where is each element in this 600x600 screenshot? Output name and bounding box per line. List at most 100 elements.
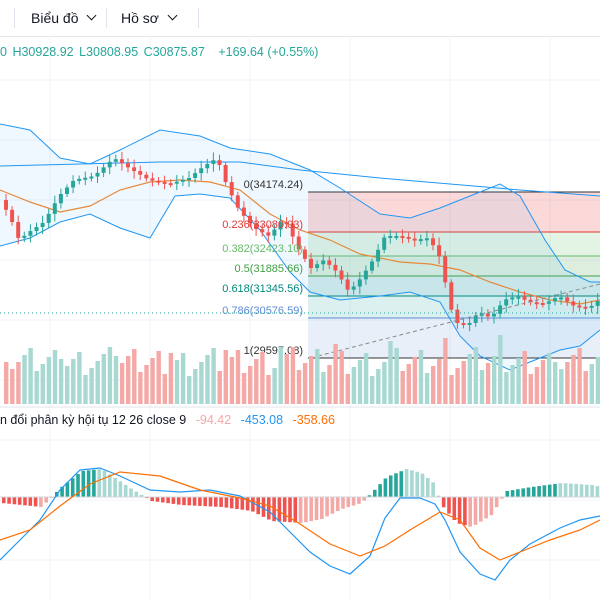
macd-histogram-bar xyxy=(542,485,547,497)
price-chart-area[interactable]: 0(34174.24) 0.236(33080.03) 0.382(32423.10… xyxy=(0,36,600,600)
volume-bar xyxy=(595,357,600,404)
candle-body xyxy=(321,260,326,265)
profile-menu-button[interactable]: Hồ sơ xyxy=(121,6,178,30)
volume-bar xyxy=(363,353,369,404)
macd-histogram-bar xyxy=(489,497,494,516)
volume-bar xyxy=(217,371,222,404)
volume-bar xyxy=(492,356,497,404)
candle-body xyxy=(162,181,167,184)
volume-bar xyxy=(138,372,143,404)
macd-histogram-bar xyxy=(298,497,303,523)
chart-menu-label: Biểu đồ xyxy=(31,10,79,26)
volume-bar xyxy=(16,362,21,404)
candle-body xyxy=(205,163,210,169)
volume-bar xyxy=(187,376,192,404)
macd-histogram-bar xyxy=(240,497,245,510)
volume-bar xyxy=(302,363,308,404)
macd-histogram-bar xyxy=(166,497,170,504)
macd-histogram-bar xyxy=(394,473,398,497)
candle-body xyxy=(144,174,149,179)
macd-histogram-bar xyxy=(330,497,335,514)
volume-bar xyxy=(40,364,45,404)
volume-bar xyxy=(22,355,27,404)
ohlc-change: +169.64 (+0.55%) xyxy=(218,45,319,59)
macd-histogram-bar xyxy=(473,497,478,525)
candle-body xyxy=(467,322,472,325)
volume-bar xyxy=(10,369,15,404)
candle-body xyxy=(315,264,320,268)
toolbar-divider xyxy=(106,8,107,28)
macd-histogram-bar xyxy=(547,484,552,497)
macd-histogram-bar xyxy=(399,471,404,497)
candle-body xyxy=(156,180,161,183)
candle-body xyxy=(571,301,576,306)
macd-histogram-bar xyxy=(341,497,345,509)
candle-body xyxy=(241,207,246,216)
candle-body xyxy=(510,297,515,300)
candle-body xyxy=(382,237,387,250)
macd-histogram-bar xyxy=(229,497,234,509)
macd-histogram-bar xyxy=(214,497,218,507)
macd-histogram-bar xyxy=(484,497,488,519)
candle-body xyxy=(589,305,594,308)
volume-bar xyxy=(504,372,509,404)
candle-body xyxy=(126,163,130,168)
macd-histogram-bar xyxy=(441,497,446,508)
volume-bar xyxy=(113,356,119,404)
volume-bar xyxy=(126,356,131,404)
macd-histogram-bar xyxy=(123,484,128,497)
price-chart-canvas[interactable]: 0(34174.24) 0.236(33080.03) 0.382(32423.10… xyxy=(0,36,600,600)
volume-bar xyxy=(272,368,277,404)
fib-zone xyxy=(308,276,600,296)
candle-body xyxy=(217,160,222,165)
candle-body xyxy=(492,313,496,317)
candle-body xyxy=(339,270,344,280)
macd-histogram-bar xyxy=(44,497,48,503)
macd-histogram-bar xyxy=(447,497,451,514)
candle-body xyxy=(113,159,118,162)
fib-level-label: 0.236(33080.03) xyxy=(222,219,303,231)
macd-histogram-bar xyxy=(235,497,239,510)
macd-histogram-bar xyxy=(309,497,313,522)
candle-body xyxy=(235,195,240,208)
candle-body xyxy=(437,245,442,257)
volume-bar xyxy=(473,347,479,404)
candle-body xyxy=(565,297,570,302)
macd-histogram-bar xyxy=(410,470,414,497)
volume-bar xyxy=(211,348,216,404)
volume-bar xyxy=(193,369,198,404)
candle-body xyxy=(95,172,100,177)
moving-average-line xyxy=(0,179,600,305)
long-ma-line xyxy=(0,161,600,197)
volume-bar xyxy=(119,363,125,404)
macd-histogram-bar xyxy=(23,497,27,506)
candle-body xyxy=(577,305,582,308)
volume-bar xyxy=(339,351,344,404)
volume-bar xyxy=(528,374,533,404)
candle-body xyxy=(357,279,362,287)
candle-body xyxy=(449,282,454,310)
volume-bar xyxy=(424,373,430,404)
macd-histogram-bar xyxy=(569,483,573,497)
macd-histogram-bar xyxy=(28,497,33,506)
candle-body xyxy=(553,298,557,302)
volume-bar xyxy=(71,359,76,404)
chart-menu-button[interactable]: Biểu đồ xyxy=(31,6,97,30)
macd-histogram-bar xyxy=(139,494,144,497)
volume-bar xyxy=(333,344,338,404)
macd-histogram-bar xyxy=(277,497,282,522)
macd-histogram-bar xyxy=(431,482,435,497)
candle-body xyxy=(363,270,368,280)
macd-histogram-bar xyxy=(288,497,292,523)
macd-histogram-bar xyxy=(373,489,377,497)
volume-bar xyxy=(34,371,39,404)
macd-histogram-bar xyxy=(155,497,160,502)
candle-body xyxy=(278,222,283,230)
candle-body xyxy=(187,178,191,180)
volume-bar xyxy=(284,354,289,404)
candle-body xyxy=(174,181,179,184)
volume-bar xyxy=(400,371,405,404)
candle-body xyxy=(534,302,539,305)
candle-body xyxy=(394,236,399,238)
volume-bar xyxy=(28,348,33,404)
